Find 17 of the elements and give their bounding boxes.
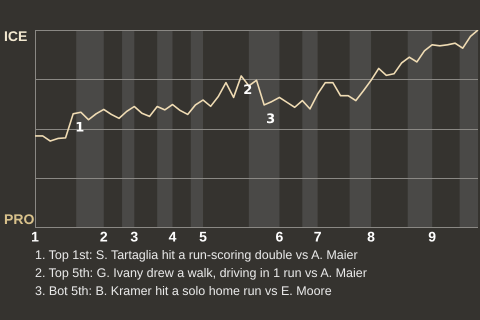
x-tick-label: 6 — [276, 228, 284, 244]
text: ICE — [4, 28, 28, 44]
x-tick-label: 2 — [100, 228, 108, 244]
x-tick-label: 5 — [199, 228, 208, 244]
annotation: 3 — [266, 112, 276, 127]
x-tick-label: 4 — [168, 228, 177, 244]
x-tick-label: 3 — [130, 228, 138, 244]
annotation: 2 — [243, 82, 252, 98]
text: 3. Bot 5th: B. Kramer hit a solo home run vs E. Moore — [35, 283, 333, 300]
text: PRO — [4, 211, 34, 228]
x-tick-label: 8 — [367, 228, 376, 244]
text: 2. Top 5th: G. Ivany drew a walk, driving in 1 run vs A. Maier — [35, 265, 367, 282]
x-tick-label: 1 — [31, 228, 40, 244]
x-tick-label: 9 — [428, 228, 436, 244]
annotation: 1 — [75, 120, 84, 136]
x-tick-label: 7 — [314, 228, 322, 244]
text: 1. Top 1st: S. Tartaglia hit a run-scoring double vs A. Maier — [35, 247, 359, 264]
